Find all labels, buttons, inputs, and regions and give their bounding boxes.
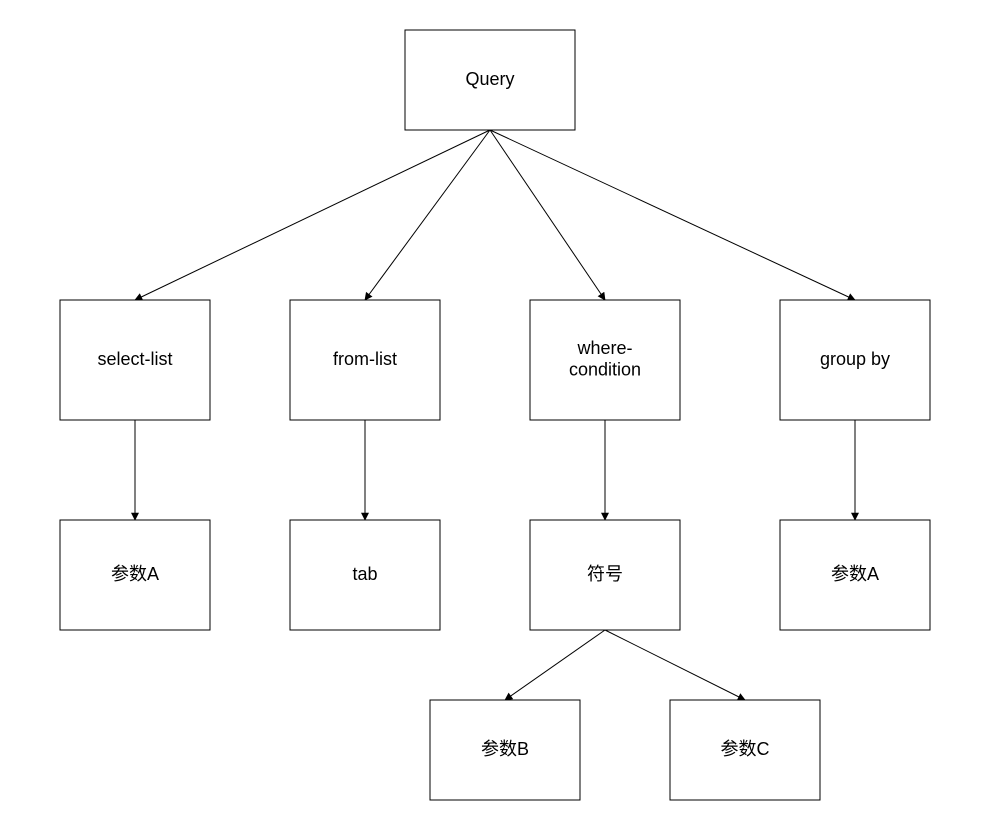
edge-symbol-to-paramB [505, 630, 605, 700]
node-tab-label: tab [352, 564, 377, 584]
node-paramC-label: 参数C [721, 739, 770, 759]
node-from-label: from-list [333, 349, 397, 369]
node-symbol: 符号 [530, 520, 680, 630]
node-paramB-label: 参数B [481, 739, 529, 759]
node-paramA1-label: 参数A [111, 564, 159, 584]
node-select: select-list [60, 300, 210, 420]
node-paramA2: 参数A [780, 520, 930, 630]
node-groupby: group by [780, 300, 930, 420]
edge-query-to-where [490, 130, 605, 300]
node-query-label: Query [465, 69, 514, 89]
node-symbol-label: 符号 [587, 564, 623, 584]
node-select-label: select-list [97, 349, 172, 369]
node-from: from-list [290, 300, 440, 420]
node-groupby-label: group by [820, 349, 890, 369]
edge-query-to-groupby [490, 130, 855, 300]
node-paramA1: 参数A [60, 520, 210, 630]
node-paramB: 参数B [430, 700, 580, 800]
edge-query-to-from [365, 130, 490, 300]
edge-symbol-to-paramC [605, 630, 745, 700]
edge-query-to-select [135, 130, 490, 300]
node-where-label: where- [576, 338, 632, 358]
query-tree-diagram: Query select-list from-list where-condition… [0, 0, 1000, 833]
node-tab: tab [290, 520, 440, 630]
node-query: Query [405, 30, 575, 130]
node-where-label: condition [569, 360, 641, 380]
node-paramA2-label: 参数A [831, 564, 879, 584]
node-where: where-condition [530, 300, 680, 420]
node-paramC: 参数C [670, 700, 820, 800]
